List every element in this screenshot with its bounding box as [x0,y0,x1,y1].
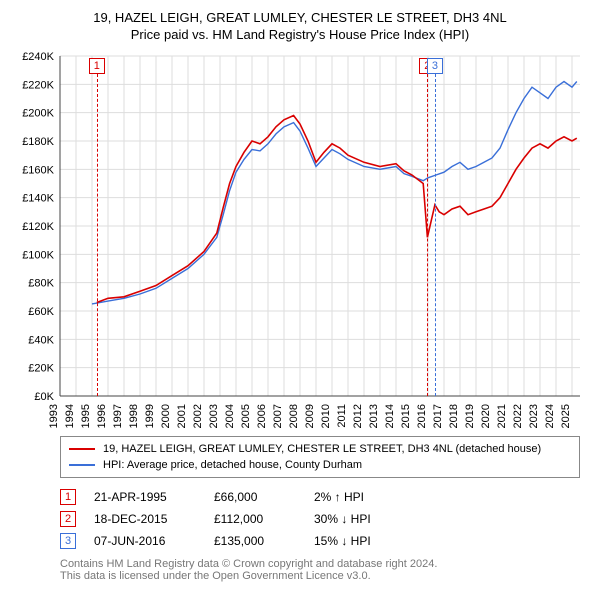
svg-text:£80K: £80K [28,278,54,290]
svg-text:2000: 2000 [160,404,172,428]
svg-text:£200K: £200K [22,108,54,120]
marker-line [97,74,98,396]
line-chart-svg: £0K £20K £40K £60K £80K £100K £120K £140K £160K £… [12,50,588,430]
svg-text:£220K: £220K [22,79,54,91]
legend-row-hpi: HPI: Average price, detached house, Coun… [69,457,571,473]
footer-line2: This data is licensed under the Open Gov… [60,570,588,582]
svg-text:£60K: £60K [28,306,54,318]
svg-text:2022: 2022 [512,404,524,428]
svg-text:£20K: £20K [28,363,54,375]
svg-text:2010: 2010 [320,404,332,428]
sale-date: 21-APR-1995 [94,490,214,504]
sale-comparison: 2% ↑ HPI [314,490,434,504]
svg-text:2017: 2017 [432,404,444,428]
svg-text:£160K: £160K [22,164,54,176]
svg-text:£180K: £180K [22,136,54,148]
svg-text:£240K: £240K [22,51,54,63]
svg-text:2020: 2020 [480,404,492,428]
marker-box: 1 [89,58,105,74]
svg-text:1999: 1999 [144,404,156,428]
svg-text:£0K: £0K [34,391,54,403]
svg-text:2021: 2021 [496,404,508,428]
chart-plot-area: £0K £20K £40K £60K £80K £100K £120K £140K £160K £… [12,50,588,430]
svg-text:2014: 2014 [384,404,396,428]
svg-text:2008: 2008 [288,404,300,428]
svg-text:2024: 2024 [544,404,556,428]
sales-row: 2 18-DEC-2015£112,00030% ↓ HPI [60,508,588,530]
sale-date: 18-DEC-2015 [94,512,214,526]
svg-text:1993: 1993 [48,404,60,428]
sale-badge: 1 [60,489,76,505]
sales-row: 1 21-APR-1995£66,0002% ↑ HPI [60,486,588,508]
legend-label-property: 19, HAZEL LEIGH, GREAT LUMLEY, CHESTER L… [103,443,541,455]
svg-text:2019: 2019 [464,404,476,428]
svg-text:2013: 2013 [368,404,380,428]
legend-row-property: 19, HAZEL LEIGH, GREAT LUMLEY, CHESTER L… [69,441,571,457]
sale-price: £112,000 [214,512,314,526]
svg-text:2009: 2009 [304,404,316,428]
legend-swatch-hpi [69,464,95,466]
svg-text:2006: 2006 [256,404,268,428]
sale-price: £66,000 [214,490,314,504]
sale-comparison: 15% ↓ HPI [314,534,434,548]
sale-price: £135,000 [214,534,314,548]
svg-text:£100K: £100K [22,249,54,261]
sales-row: 3 07-JUN-2016£135,00015% ↓ HPI [60,530,588,552]
chart-title-address: 19, HAZEL LEIGH, GREAT LUMLEY, CHESTER L… [12,10,588,25]
svg-text:2012: 2012 [352,404,364,428]
svg-text:2016: 2016 [416,404,428,428]
svg-text:£140K: £140K [22,193,54,205]
svg-text:2004: 2004 [224,404,236,428]
svg-text:1994: 1994 [64,404,76,428]
sale-badge: 3 [60,533,76,549]
svg-text:1995: 1995 [80,404,92,428]
sale-badge: 2 [60,511,76,527]
svg-text:£120K: £120K [22,221,54,233]
svg-text:2011: 2011 [336,404,348,428]
svg-text:2007: 2007 [272,404,284,428]
sales-table: 1 21-APR-1995£66,0002% ↑ HPI 2 18-DEC-2015£… [60,486,588,552]
sale-comparison: 30% ↓ HPI [314,512,434,526]
legend-swatch-property [69,448,95,450]
svg-text:2001: 2001 [176,404,188,428]
svg-text:2015: 2015 [400,404,412,428]
marker-line [435,74,436,396]
svg-text:2003: 2003 [208,404,220,428]
footer-line1: Contains HM Land Registry data © Crown c… [60,558,588,570]
svg-text:1998: 1998 [128,404,140,428]
footer: Contains HM Land Registry data © Crown c… [60,558,588,582]
legend: 19, HAZEL LEIGH, GREAT LUMLEY, CHESTER L… [60,436,580,478]
chart-container: 19, HAZEL LEIGH, GREAT LUMLEY, CHESTER L… [0,0,600,590]
sale-date: 07-JUN-2016 [94,534,214,548]
svg-text:2023: 2023 [528,404,540,428]
svg-text:2018: 2018 [448,404,460,428]
svg-text:2025: 2025 [560,404,572,428]
svg-text:1997: 1997 [112,404,124,428]
marker-line [427,74,428,396]
svg-text:2005: 2005 [240,404,252,428]
svg-text:£40K: £40K [28,334,54,346]
legend-label-hpi: HPI: Average price, detached house, Coun… [103,459,362,471]
marker-box: 3 [427,58,443,74]
svg-text:1996: 1996 [96,404,108,428]
svg-text:2002: 2002 [192,404,204,428]
chart-title-sub: Price paid vs. HM Land Registry's House … [12,27,588,42]
